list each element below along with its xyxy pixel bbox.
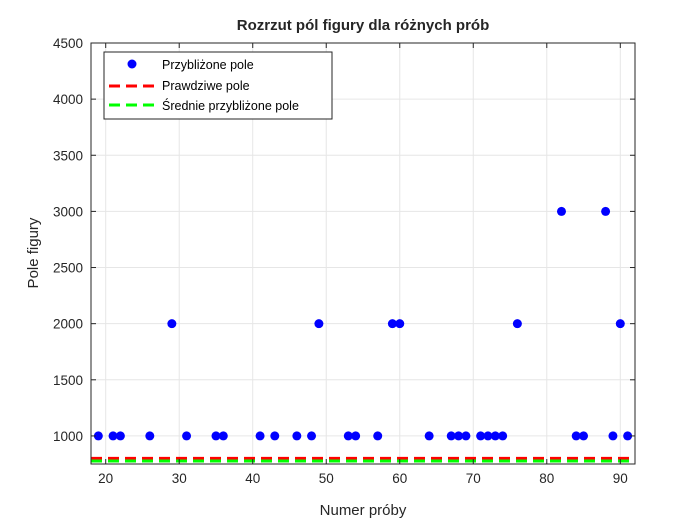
data-point: [571, 431, 581, 441]
y-tick-label: 2000: [53, 317, 83, 332]
data-point: [343, 431, 353, 441]
x-tick-label: 30: [172, 471, 187, 486]
data-point: [314, 319, 324, 329]
data-points: [93, 206, 633, 441]
data-point: [351, 431, 361, 441]
chart-title: Rozrzut pól figury dla różnych prób: [237, 17, 490, 34]
data-point: [454, 431, 464, 441]
y-tick-label: 3500: [53, 148, 83, 163]
y-tick-label: 3000: [53, 204, 83, 219]
data-point: [623, 431, 633, 441]
y-tick-label: 4000: [53, 92, 83, 107]
data-point: [498, 431, 508, 441]
legend: Przybliżone pole Prawdziwe pole Średnie …: [103, 51, 333, 120]
data-point: [292, 431, 302, 441]
data-point: [615, 319, 625, 329]
x-tick-label: 40: [245, 471, 260, 486]
data-point: [387, 319, 397, 329]
data-point: [115, 431, 125, 441]
data-point: [373, 431, 383, 441]
legend-label-approx: Przybliżone pole: [162, 58, 254, 72]
data-point: [476, 431, 486, 441]
x-tick-label: 70: [466, 471, 481, 486]
data-point: [579, 431, 589, 441]
data-point: [601, 206, 611, 216]
legend-marker-approx: [127, 59, 137, 69]
x-axis-label: Numer próby: [320, 502, 407, 519]
data-point: [461, 431, 471, 441]
data-point: [182, 431, 192, 441]
x-tick-label: 20: [98, 471, 113, 486]
data-point: [483, 431, 493, 441]
y-tick-label: 1000: [53, 429, 83, 444]
y-tick-label: 4500: [53, 36, 83, 51]
legend-box: [103, 51, 333, 120]
data-point: [395, 319, 405, 329]
x-tick-label: 80: [539, 471, 554, 486]
data-point: [424, 431, 434, 441]
data-point: [218, 431, 228, 441]
data-point: [446, 431, 456, 441]
data-point: [108, 431, 118, 441]
y-tick-label: 2500: [53, 261, 83, 276]
data-point: [307, 431, 317, 441]
y-tick-label: 1500: [53, 373, 83, 388]
data-point: [145, 431, 155, 441]
y-axis-ticks: 1000 1500 2000 2500 3000 3500 4000 4500: [53, 36, 635, 444]
legend-label-mean: Średnie przybliżone pole: [162, 98, 299, 113]
x-tick-label: 60: [392, 471, 407, 486]
data-point: [167, 319, 177, 329]
data-point: [512, 319, 522, 329]
legend-label-true: Prawdziwe pole: [162, 79, 250, 93]
data-point: [608, 431, 618, 441]
reference-lines: [91, 456, 635, 463]
data-point: [211, 431, 221, 441]
data-point: [490, 431, 500, 441]
data-point: [556, 206, 566, 216]
x-tick-label: 50: [319, 471, 334, 486]
x-tick-label: 90: [613, 471, 628, 486]
plot-frame: [90, 42, 636, 465]
x-axis-ticks: 20 30 40 50 60 70 80 90: [98, 43, 628, 486]
data-point: [255, 431, 265, 441]
y-axis-label: Pole figury: [25, 217, 42, 288]
data-point: [270, 431, 280, 441]
data-point: [93, 431, 103, 441]
